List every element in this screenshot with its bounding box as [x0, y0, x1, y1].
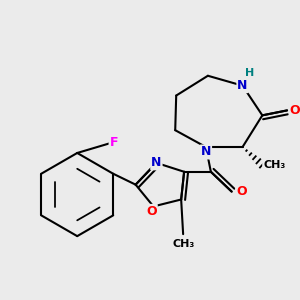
Text: N: N: [237, 79, 248, 92]
Text: H: H: [245, 68, 254, 78]
Text: N: N: [151, 156, 162, 170]
Text: CH₃: CH₃: [172, 239, 194, 249]
Text: O: O: [146, 205, 157, 218]
Text: F: F: [110, 136, 118, 148]
Text: CH₃: CH₃: [263, 160, 285, 170]
Text: O: O: [290, 104, 300, 117]
Text: N: N: [201, 146, 211, 158]
Text: O: O: [236, 185, 247, 198]
